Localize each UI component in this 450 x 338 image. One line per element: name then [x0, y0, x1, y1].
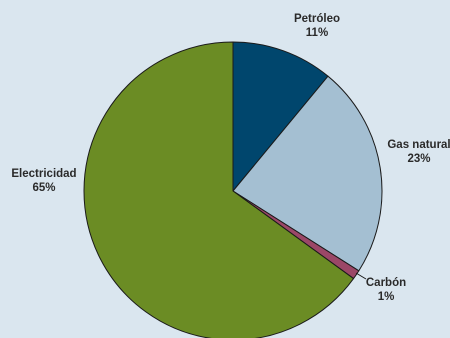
slice-name-carbon: Carbón: [365, 277, 407, 289]
slice-label-petroleo: Petróleo 11%: [287, 12, 347, 40]
pie-slice-gas-natural: [232, 75, 383, 272]
slice-label-carbon: Carbón 1%: [364, 276, 408, 304]
slice-name-gas-natural: Gas natural: [387, 139, 450, 151]
slice-pct-gas-natural: 23%: [407, 153, 431, 165]
slice-label-electricidad: Electricidad 65%: [2, 167, 86, 195]
slice-pct-electricidad: 65%: [32, 182, 56, 194]
pie-slice-petroleo: [232, 41, 329, 192]
pie-slice-electricidad: [83, 41, 355, 338]
slice-name-petroleo: Petróleo: [293, 13, 340, 25]
slice-label-gas-natural: Gas natural 23%: [384, 138, 450, 166]
slice-name-electricidad: Electricidad: [11, 168, 77, 180]
slice-pct-carbon: 1%: [377, 291, 395, 303]
slice-pct-petroleo: 11%: [305, 27, 329, 39]
leader-line-carbon: [355, 272, 367, 280]
